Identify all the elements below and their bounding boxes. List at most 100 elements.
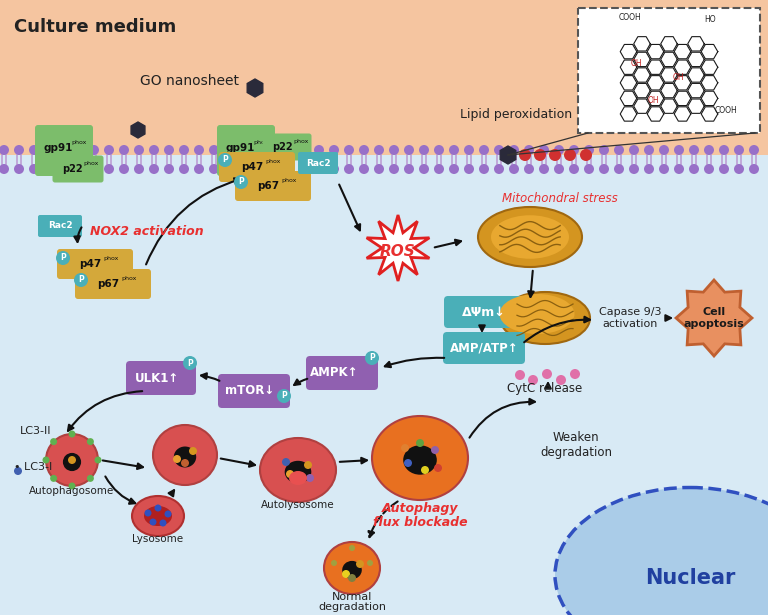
Circle shape [183, 356, 197, 370]
Circle shape [674, 164, 684, 174]
Circle shape [584, 145, 594, 155]
Circle shape [0, 145, 9, 155]
Circle shape [599, 145, 609, 155]
Circle shape [314, 164, 324, 174]
FancyBboxPatch shape [38, 215, 82, 237]
Text: CytC release: CytC release [508, 382, 583, 395]
Bar [578, 8, 760, 133]
Circle shape [89, 164, 99, 174]
FancyBboxPatch shape [443, 332, 525, 364]
Circle shape [134, 145, 144, 155]
Text: p22: p22 [61, 164, 82, 174]
Circle shape [584, 164, 594, 174]
Ellipse shape [174, 446, 196, 467]
Ellipse shape [285, 461, 311, 483]
Circle shape [269, 164, 279, 174]
Circle shape [68, 456, 76, 464]
Ellipse shape [324, 542, 380, 594]
Polygon shape [366, 215, 429, 281]
Circle shape [164, 510, 171, 517]
Circle shape [719, 164, 729, 174]
Text: COOH: COOH [619, 13, 641, 22]
Circle shape [554, 145, 564, 155]
Circle shape [50, 438, 57, 445]
Circle shape [44, 164, 54, 174]
Circle shape [42, 456, 49, 464]
Circle shape [367, 560, 373, 566]
Text: phox: phox [293, 139, 309, 144]
Circle shape [539, 164, 549, 174]
Circle shape [629, 145, 639, 155]
Circle shape [299, 145, 309, 155]
Circle shape [494, 145, 504, 155]
Text: Mitochondral stress: Mitochondral stress [502, 192, 618, 205]
Circle shape [173, 455, 181, 463]
Circle shape [331, 560, 337, 566]
Ellipse shape [478, 207, 582, 267]
Circle shape [149, 164, 159, 174]
Text: Weaken
degradation: Weaken degradation [540, 431, 612, 459]
Circle shape [299, 164, 309, 174]
FancyBboxPatch shape [217, 125, 275, 176]
Circle shape [239, 164, 249, 174]
Circle shape [329, 145, 339, 155]
Circle shape [515, 370, 525, 380]
Ellipse shape [289, 471, 307, 485]
Circle shape [494, 164, 504, 174]
Text: P: P [369, 354, 375, 362]
Circle shape [749, 164, 759, 174]
Text: OH: OH [631, 59, 642, 68]
Text: phox: phox [121, 276, 137, 281]
FancyBboxPatch shape [126, 361, 196, 395]
Circle shape [374, 145, 384, 155]
Circle shape [282, 458, 290, 466]
Text: phox: phox [253, 140, 268, 145]
Circle shape [150, 518, 157, 525]
Text: AMP/ATP↑: AMP/ATP↑ [450, 341, 518, 354]
Circle shape [344, 145, 354, 155]
Polygon shape [247, 79, 263, 97]
Ellipse shape [343, 561, 362, 579]
Circle shape [179, 164, 189, 174]
Ellipse shape [499, 294, 574, 334]
FancyBboxPatch shape [306, 356, 378, 390]
Text: • LC3-I: • LC3-I [14, 462, 52, 472]
Bar [0, 0, 768, 155]
Circle shape [564, 149, 576, 161]
Circle shape [434, 464, 442, 472]
Text: P: P [78, 276, 84, 285]
Circle shape [56, 251, 70, 265]
Circle shape [674, 145, 684, 155]
Circle shape [134, 164, 144, 174]
Circle shape [689, 164, 699, 174]
Circle shape [269, 145, 279, 155]
Circle shape [644, 164, 654, 174]
Circle shape [179, 145, 189, 155]
Circle shape [524, 164, 534, 174]
Circle shape [59, 164, 69, 174]
Text: p67: p67 [257, 181, 279, 191]
Circle shape [389, 145, 399, 155]
Circle shape [689, 145, 699, 155]
Text: degradation: degradation [318, 602, 386, 612]
Circle shape [294, 476, 302, 484]
Circle shape [449, 164, 459, 174]
FancyBboxPatch shape [52, 156, 104, 183]
Text: P: P [222, 156, 228, 164]
Ellipse shape [555, 488, 768, 615]
Text: LC3-II: LC3-II [20, 426, 51, 436]
Circle shape [464, 145, 474, 155]
Ellipse shape [153, 425, 217, 485]
Polygon shape [500, 146, 516, 164]
Circle shape [74, 164, 84, 174]
Circle shape [614, 145, 624, 155]
Text: Lipid peroxidation: Lipid peroxidation [460, 108, 572, 121]
Circle shape [704, 145, 714, 155]
Text: Autophagy: Autophagy [382, 502, 458, 515]
Circle shape [342, 570, 350, 578]
Circle shape [239, 145, 249, 155]
Circle shape [519, 149, 531, 161]
Circle shape [29, 164, 39, 174]
Circle shape [234, 175, 248, 189]
Circle shape [659, 145, 669, 155]
